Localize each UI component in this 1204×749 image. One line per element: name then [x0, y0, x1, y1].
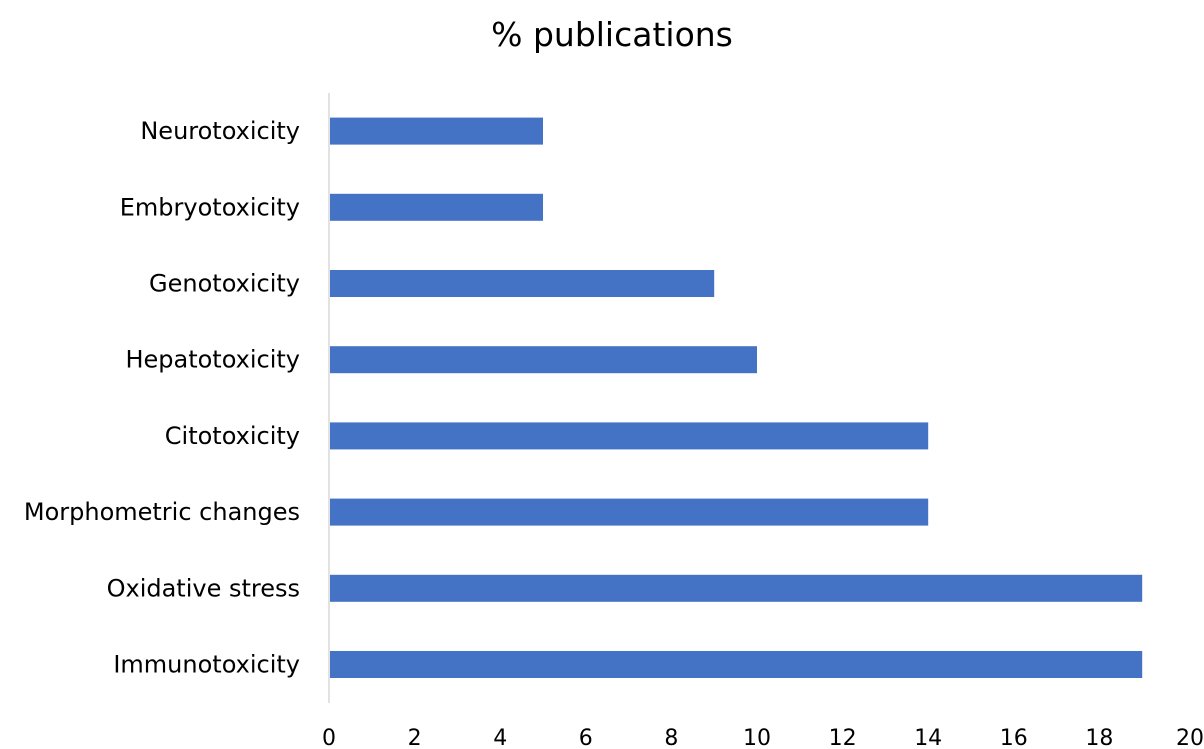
- bar-neurotoxicity: [330, 117, 543, 145]
- x-tick-labels: 0 2 4 6 8 10 12 14 16 18 20: [322, 726, 1204, 749]
- category-label: Morphometric changes: [24, 498, 300, 526]
- x-tick-label: 16: [1000, 726, 1028, 749]
- x-tick-label: 14: [914, 726, 942, 749]
- x-tick-label: 2: [408, 726, 422, 749]
- category-label: Oxidative stress: [107, 574, 300, 602]
- x-tick-label: 12: [829, 726, 857, 749]
- bar-immunotoxicity: [330, 651, 1143, 678]
- x-tick-label: 4: [493, 726, 507, 749]
- category-label: Immunotoxicity: [113, 651, 300, 679]
- category-label: Neurotoxicity: [140, 117, 300, 145]
- x-tick-label: 10: [743, 726, 771, 749]
- chart-title: % publications: [491, 15, 733, 54]
- x-tick-label: 18: [1085, 726, 1113, 749]
- bar-genotoxicity: [330, 270, 715, 297]
- category-label: Hepatotoxicity: [125, 346, 300, 374]
- x-tick-label: 20: [1176, 726, 1204, 749]
- category-label: Genotoxicity: [149, 270, 300, 298]
- bar-oxidative-stress: [330, 574, 1143, 602]
- bar-morphometric-changes: [330, 498, 929, 526]
- category-labels: Neurotoxicity Embryotoxicity Genotoxicity H…: [24, 117, 300, 678]
- bar-embryotoxicity: [330, 193, 543, 221]
- bar-citotoxicity: [330, 422, 929, 450]
- bar-hepatotoxicity: [330, 346, 757, 374]
- bars-group: [330, 117, 1143, 678]
- x-tick-label: 6: [579, 726, 593, 749]
- category-label: Embryotoxicity: [120, 193, 300, 221]
- x-tick-label: 8: [664, 726, 678, 749]
- x-tick-label: 0: [322, 726, 336, 749]
- category-label: Citotoxicity: [165, 422, 300, 450]
